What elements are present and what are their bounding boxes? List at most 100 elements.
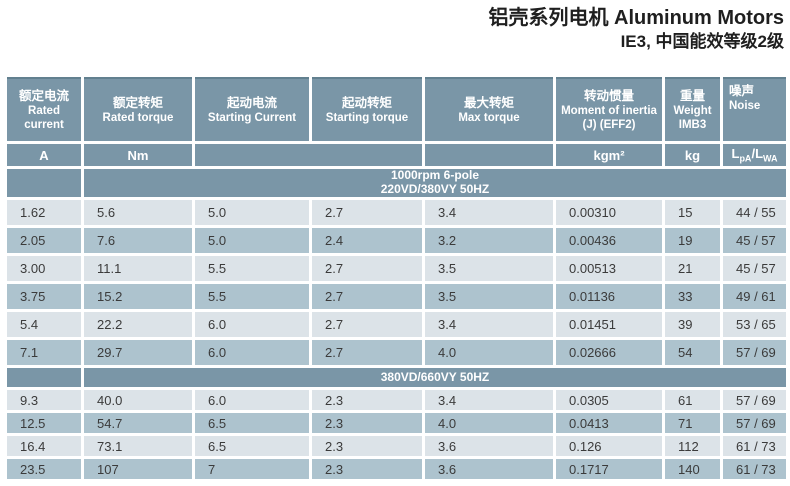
cell-inertia: 0.1717	[556, 459, 662, 479]
col-header-rated-torque-en: Rated torque	[102, 111, 174, 124]
cell-max-torque: 4.0	[425, 340, 553, 365]
col-header-max-torque-en: Max torque	[458, 111, 520, 124]
col-header-moment-of-inertia-en: Moment of inertia (J) (EFF2)	[561, 104, 657, 132]
cell-rated-current: 12.5	[7, 413, 81, 433]
cell-starting-current: 6.0	[195, 312, 309, 337]
cell-starting-torque: 2.3	[312, 413, 422, 433]
cell-starting-torque: 2.7	[312, 256, 422, 281]
col-header-noise-zh: 噪声	[729, 84, 755, 98]
col-header-max-torque: 最大转矩 Max torque	[425, 77, 553, 141]
table-row: 9.3 40.0 6.0 2.3 3.4 0.0305 61 57 / 69	[7, 390, 786, 410]
cell-weight: 61	[665, 390, 720, 410]
cell-rated-current: 3.00	[7, 256, 81, 281]
table-row: 3.75 15.2 5.5 2.7 3.5 0.01136 33 49 / 61	[7, 284, 786, 309]
cell-max-torque: 3.4	[425, 312, 553, 337]
cell-rated-torque: 5.6	[84, 200, 192, 225]
cell-rated-torque: 7.6	[84, 228, 192, 253]
table-row: 3.00 11.1 5.5 2.7 3.5 0.00513 21 45 / 57	[7, 256, 786, 281]
cell-rated-torque: 107	[84, 459, 192, 479]
band-label-380vd: 380VD/660VY 50HZ	[84, 368, 786, 387]
cell-weight: 15	[665, 200, 720, 225]
unit-noise-sub2: WA	[763, 153, 778, 164]
units-row: A Nm kgm² kg LpA/LWA	[7, 144, 786, 166]
cell-inertia: 0.00513	[556, 256, 662, 281]
cell-starting-torque: 2.3	[312, 436, 422, 456]
cell-inertia: 0.01451	[556, 312, 662, 337]
cell-max-torque: 3.6	[425, 459, 553, 479]
band-line2: 220VD/380VY 50HZ	[380, 182, 490, 196]
cell-weight: 39	[665, 312, 720, 337]
table-row: 23.5 107 7 2.3 3.6 0.1717 140 61 / 73	[7, 459, 786, 479]
cell-rated-current: 5.4	[7, 312, 81, 337]
table-row: 7.1 29.7 6.0 2.7 4.0 0.02666 54 57 / 69	[7, 340, 786, 365]
cell-starting-torque: 2.7	[312, 200, 422, 225]
cell-rated-current: 23.5	[7, 459, 81, 479]
cell-max-torque: 3.5	[425, 256, 553, 281]
page-title-line1: 铝壳系列电机 Aluminum Motors	[488, 7, 784, 29]
cell-starting-torque: 2.3	[312, 459, 422, 479]
cell-weight: 140	[665, 459, 720, 479]
unit-noise-l2: L	[755, 146, 764, 162]
cell-starting-current: 6.5	[195, 413, 309, 433]
cell-weight: 19	[665, 228, 720, 253]
cell-starting-current: 5.0	[195, 228, 309, 253]
table-row: 1.62 5.6 5.0 2.7 3.4 0.00310 15 44 / 55	[7, 200, 786, 225]
col-header-rated-current-zh: 额定电流	[18, 88, 69, 103]
band-spacer-cell	[7, 368, 81, 387]
unit-noise: LpA/LWA	[723, 144, 786, 166]
cell-noise: 49 / 61	[723, 284, 786, 309]
header-row: 额定电流 Rated current 额定转矩 Rated torque 起动电…	[7, 77, 786, 141]
cell-inertia: 0.00310	[556, 200, 662, 225]
cell-starting-current: 7	[195, 459, 309, 479]
band-line1: 380VD/660VY 50HZ	[380, 369, 490, 384]
cell-rated-torque: 40.0	[84, 390, 192, 410]
col-header-starting-torque-zh: 起动转矩	[341, 95, 392, 110]
band-spacer-cell	[7, 169, 81, 197]
cell-rated-torque: 22.2	[84, 312, 192, 337]
unit-inertia: kgm²	[556, 144, 662, 166]
section-band-380vd: 380VD/660VY 50HZ	[7, 368, 786, 387]
cell-weight: 21	[665, 256, 720, 281]
cell-weight: 54	[665, 340, 720, 365]
cell-rated-torque: 73.1	[84, 436, 192, 456]
band-label-1000rpm: 1000rpm 6-pole 220VD/380VY 50HZ	[84, 169, 786, 197]
col-header-weight: 重量 Weight IMB3	[665, 77, 720, 141]
cell-starting-current: 6.5	[195, 436, 309, 456]
unit-noise-l1: L	[731, 146, 740, 162]
cell-max-torque: 4.0	[425, 413, 553, 433]
cell-max-torque: 3.5	[425, 284, 553, 309]
cell-noise: 57 / 69	[723, 413, 786, 433]
cell-inertia: 0.00436	[556, 228, 662, 253]
cell-weight: 112	[665, 436, 720, 456]
cell-starting-current: 6.0	[195, 390, 309, 410]
col-header-noise-en: Noise	[729, 100, 761, 113]
unit-noise-slash: /	[751, 146, 756, 162]
section-band-1000rpm: 1000rpm 6-pole 220VD/380VY 50HZ	[7, 169, 786, 197]
col-header-rated-torque: 额定转矩 Rated torque	[84, 77, 192, 141]
table-row: 16.4 73.1 6.5 2.3 3.6 0.126 112 61 / 73	[7, 436, 786, 456]
cell-inertia: 0.02666	[556, 340, 662, 365]
cell-starting-current: 5.5	[195, 284, 309, 309]
cell-rated-current: 16.4	[7, 436, 81, 456]
unit-torque: Nm	[84, 144, 192, 166]
unit-empty-max-torque	[425, 144, 553, 166]
cell-max-torque: 3.4	[425, 390, 553, 410]
cell-rated-current: 1.62	[7, 200, 81, 225]
col-header-rated-current-en: Rated current	[24, 104, 64, 132]
cell-rated-torque: 15.2	[84, 284, 192, 309]
col-header-max-torque-zh: 最大转矩	[463, 95, 514, 110]
page-title: 铝壳系列电机 Aluminum Motors IE3, 中国能效等级2级	[488, 6, 784, 52]
cell-starting-current: 5.5	[195, 256, 309, 281]
band-line1: 1000rpm 6-pole	[390, 169, 480, 183]
col-header-moment-of-inertia: 转动惯量 Moment of inertia (J) (EFF2)	[556, 77, 662, 141]
cell-rated-current: 7.1	[7, 340, 81, 365]
cell-starting-current: 6.0	[195, 340, 309, 365]
col-header-rated-torque-zh: 额定转矩	[112, 95, 163, 110]
cell-noise: 45 / 57	[723, 228, 786, 253]
cell-rated-current: 2.05	[7, 228, 81, 253]
cell-inertia: 0.0413	[556, 413, 662, 433]
cell-rated-torque: 54.7	[84, 413, 192, 433]
col-header-noise: 噪声 Noise	[723, 77, 786, 141]
cell-rated-current: 9.3	[7, 390, 81, 410]
cell-starting-torque: 2.3	[312, 390, 422, 410]
